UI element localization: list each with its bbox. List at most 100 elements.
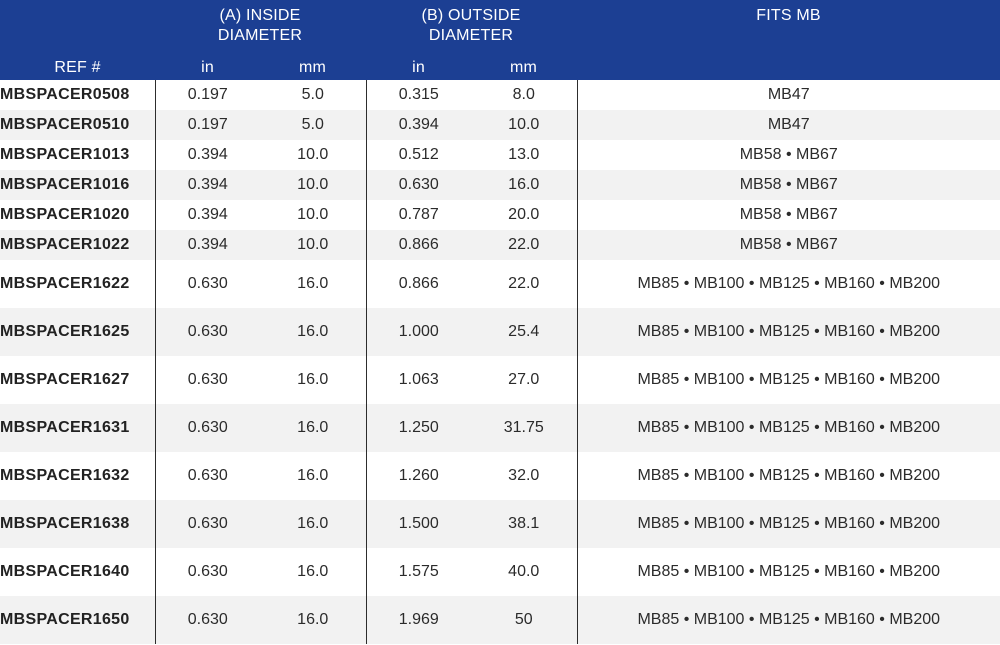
ref-cell: MBSPACER0510 xyxy=(0,110,155,140)
inside-mm-cell: 16.0 xyxy=(260,260,366,308)
inside-mm-unit-heading: mm xyxy=(298,59,327,76)
outside-mm-cell: 40.0 xyxy=(471,548,577,596)
outside-mm-cell: 22.0 xyxy=(471,230,577,260)
ref-cell: MBSPACER1631 xyxy=(0,404,155,452)
outside-in-cell: 0.787 xyxy=(365,200,471,230)
ref-cell: MBSPACER1013 xyxy=(0,140,155,170)
table-row: MBSPACER0510 0.197 5.0 0.394 10.0 MB47 xyxy=(0,110,1000,140)
ref-cell: MBSPACER1016 xyxy=(0,170,155,200)
ref-cell: MBSPACER1627 xyxy=(0,356,155,404)
outside-in-cell: 0.394 xyxy=(365,110,471,140)
inside-in-cell: 0.630 xyxy=(154,596,260,644)
outside-mm-cell: 50 xyxy=(471,596,577,644)
inside-mm-cell: 16.0 xyxy=(260,356,366,404)
inside-in-cell: 0.630 xyxy=(154,308,260,356)
fits-mb-cell: MB85 • MB100 • MB125 • MB160 • MB200 xyxy=(576,596,1000,644)
outside-in-unit-heading: in xyxy=(412,59,425,76)
outside-in-cell: 1.000 xyxy=(365,308,471,356)
inside-mm-cell: 5.0 xyxy=(260,80,366,110)
outside-mm-cell: 13.0 xyxy=(471,140,577,170)
table-row: MBSPACER1631 0.630 16.0 1.250 31.75 MB85 • MB… xyxy=(0,404,1000,452)
outside-mm-unit-heading: mm xyxy=(509,59,538,76)
outside-mm-cell: 16.0 xyxy=(471,170,577,200)
outside-mm-cell: 8.0 xyxy=(471,80,577,110)
outside-mm-cell: 22.0 xyxy=(471,260,577,308)
table-row: MBSPACER1013 0.394 10.0 0.512 13.0 MB58 • MB6… xyxy=(0,140,1000,170)
outside-in-cell: 0.866 xyxy=(365,230,471,260)
fits-mb-cell: MB58 • MB67 xyxy=(576,230,1000,260)
outside-mm-cell: 31.75 xyxy=(471,404,577,452)
outside-in-cell: 1.260 xyxy=(365,452,471,500)
ref-cell: MBSPACER1022 xyxy=(0,230,155,260)
outside-diameter-heading: (B) OUTSIDE DIAMETER xyxy=(366,6,576,46)
inside-in-cell: 0.394 xyxy=(154,170,260,200)
ref-cell: MBSPACER1638 xyxy=(0,500,155,548)
inside-in-cell: 0.394 xyxy=(154,200,260,230)
table-row: MBSPACER1632 0.630 16.0 1.260 32.0 MB85 • MB1… xyxy=(0,452,1000,500)
fits-mb-cell: MB85 • MB100 • MB125 • MB160 • MB200 xyxy=(576,452,1000,500)
outside-in-cell: 1.063 xyxy=(365,356,471,404)
ref-cell: MBSPACER1632 xyxy=(0,452,155,500)
inside-diameter-heading-line1: (A) INSIDE xyxy=(219,7,301,24)
outside-mm-cell: 10.0 xyxy=(471,110,577,140)
outside-mm-cell: 38.1 xyxy=(471,500,577,548)
table-header: (A) INSIDE DIAMETER (B) OUTSIDE DIAMETER… xyxy=(0,0,1000,80)
fits-mb-heading: FITS MB xyxy=(756,7,821,24)
table-row: MBSPACER1640 0.630 16.0 1.575 40.0 MB85 • MB1… xyxy=(0,548,1000,596)
ref-number-heading: REF # xyxy=(54,59,101,76)
fits-mb-cell: MB58 • MB67 xyxy=(576,140,1000,170)
inside-in-cell: 0.630 xyxy=(154,404,260,452)
outside-in-cell: 0.315 xyxy=(365,80,471,110)
inside-diameter-heading-line2: DIAMETER xyxy=(217,27,303,44)
inside-mm-cell: 16.0 xyxy=(260,452,366,500)
fits-mb-cell: MB85 • MB100 • MB125 • MB160 • MB200 xyxy=(576,500,1000,548)
fits-mb-cell: MB85 • MB100 • MB125 • MB160 • MB200 xyxy=(576,356,1000,404)
inside-in-cell: 0.630 xyxy=(154,500,260,548)
inside-mm-cell: 10.0 xyxy=(260,200,366,230)
table-row: MBSPACER1627 0.630 16.0 1.063 27.0 MB85 • MB1… xyxy=(0,356,1000,404)
outside-mm-cell: 32.0 xyxy=(471,452,577,500)
outside-in-cell: 1.575 xyxy=(365,548,471,596)
outside-mm-cell: 27.0 xyxy=(471,356,577,404)
outside-in-cell: 0.512 xyxy=(365,140,471,170)
inside-in-cell: 0.197 xyxy=(154,110,260,140)
inside-in-cell: 0.394 xyxy=(154,140,260,170)
outside-mm-cell: 20.0 xyxy=(471,200,577,230)
inside-in-unit-heading: in xyxy=(201,59,214,76)
outside-in-cell: 1.969 xyxy=(365,596,471,644)
ref-cell: MBSPACER1640 xyxy=(0,548,155,596)
inside-in-cell: 0.197 xyxy=(154,80,260,110)
table-row: MBSPACER1625 0.630 16.0 1.000 25.4 MB85 • MB1… xyxy=(0,308,1000,356)
outside-in-cell: 0.866 xyxy=(365,260,471,308)
fits-mb-cell: MB85 • MB100 • MB125 • MB160 • MB200 xyxy=(576,308,1000,356)
table-row: MBSPACER1638 0.630 16.0 1.500 38.1 MB85 • MB1… xyxy=(0,500,1000,548)
fits-mb-cell: MB85 • MB100 • MB125 • MB160 • MB200 xyxy=(576,260,1000,308)
ref-cell: MBSPACER0508 xyxy=(0,80,155,110)
inside-in-cell: 0.630 xyxy=(154,260,260,308)
inside-mm-cell: 10.0 xyxy=(260,140,366,170)
fits-mb-cell: MB47 xyxy=(576,80,1000,110)
inside-in-cell: 0.394 xyxy=(154,230,260,260)
fits-mb-cell: MB58 • MB67 xyxy=(576,200,1000,230)
table-row: MBSPACER1016 0.394 10.0 0.630 16.0 MB58 • MB6… xyxy=(0,170,1000,200)
inside-mm-cell: 10.0 xyxy=(260,230,366,260)
inside-mm-cell: 5.0 xyxy=(260,110,366,140)
table-row: MBSPACER1022 0.394 10.0 0.866 22.0 MB58 • MB6… xyxy=(0,230,1000,260)
inside-mm-cell: 16.0 xyxy=(260,596,366,644)
spacer-table-body: MBSPACER0508 0.197 5.0 0.315 8.0 MB47 MBSPACER… xyxy=(0,80,1000,644)
inside-in-cell: 0.630 xyxy=(154,548,260,596)
fits-mb-cell: MB85 • MB100 • MB125 • MB160 • MB200 xyxy=(576,404,1000,452)
inside-mm-cell: 16.0 xyxy=(260,308,366,356)
fits-mb-cell: MB47 xyxy=(576,110,1000,140)
outside-in-cell: 0.630 xyxy=(365,170,471,200)
inside-mm-cell: 16.0 xyxy=(260,548,366,596)
table-row: MBSPACER1650 0.630 16.0 1.969 50 MB85 • MB100… xyxy=(0,596,1000,644)
inside-mm-cell: 16.0 xyxy=(260,404,366,452)
inside-mm-cell: 16.0 xyxy=(260,500,366,548)
inside-in-cell: 0.630 xyxy=(154,356,260,404)
table-row: MBSPACER1020 0.394 10.0 0.787 20.0 MB58 • MB6… xyxy=(0,200,1000,230)
table-row: MBSPACER1622 0.630 16.0 0.866 22.0 MB85 • MB1… xyxy=(0,260,1000,308)
outside-mm-cell: 25.4 xyxy=(471,308,577,356)
inside-diameter-heading: (A) INSIDE DIAMETER xyxy=(155,6,365,46)
ref-cell: MBSPACER1625 xyxy=(0,308,155,356)
